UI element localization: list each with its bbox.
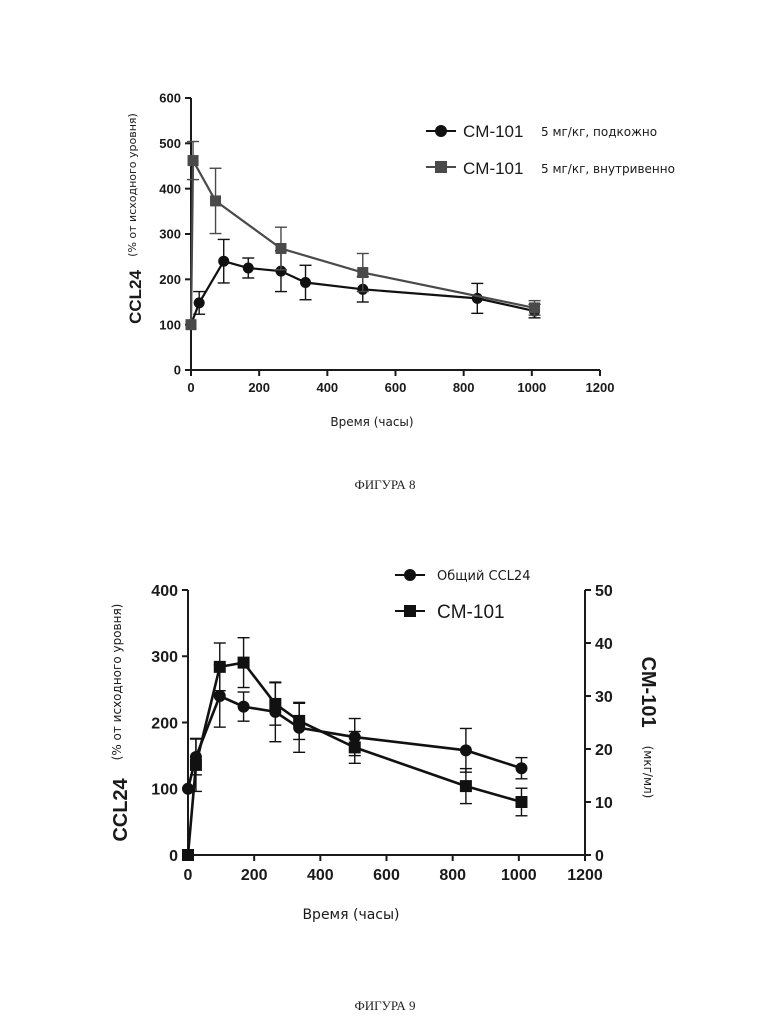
y-tick-label: 300 [159,227,181,242]
data-point-circle [238,701,250,713]
y-axis-title-main: CCL24 [126,270,145,324]
y2-axis-title-sub: (мкг/мл) [641,746,655,799]
x-tick-label: 1000 [517,380,546,395]
y2-tick-label: 10 [595,795,613,812]
y-tick-label: 500 [159,136,181,151]
y-tick-label: 600 [159,91,181,106]
legend-marker-square [404,605,416,617]
legend-sublabel-sc: 5 мг/кг, подкожно [541,125,657,139]
figure-page: 0200400600800100012000100200300400500600… [0,0,780,1031]
y-tick-label: 0 [174,363,181,378]
data-point-circle [194,297,205,308]
series-square-1 [182,638,527,861]
legend-marker-circle [435,125,447,137]
legend-marker-circle [404,569,416,581]
y-tick-label: 300 [151,649,178,666]
y2-tick-label: 20 [595,742,613,759]
x-tick-label: 0 [184,867,193,884]
legend-entry-cm101: CM-101 [395,602,505,623]
x-tick-label: 1200 [567,867,603,884]
x-tick-label: 0 [187,380,194,395]
y-tick-label: 200 [151,715,178,732]
figure-caption: ФИГУРА 8 [354,477,415,492]
y-axis-title-main: CCL24 [110,777,132,841]
data-point-circle [214,690,226,702]
legend-sublabel-iv: 5 мг/кг, внутривенно [541,162,675,176]
data-point-square [357,267,368,278]
data-point-square [460,780,472,792]
y-tick-label: 400 [151,583,178,600]
y-axis-title: CCL24 (% от исходного уровня) [126,113,145,324]
data-point-circle [243,263,254,274]
data-point-square [188,155,199,166]
figure-caption: ФИГУРА 9 [354,998,415,1013]
data-point-circle [515,762,527,774]
y-axis-title: CCL24 (% от исходного уровня) [110,604,132,842]
data-point-square [210,195,221,206]
data-point-square [269,698,281,710]
data-point-square [275,243,286,254]
x-axis-title: Время (часы) [330,415,413,429]
x-axis-title: Время (часы) [302,907,399,923]
legend-label-iv: CM-101 [463,159,523,178]
x-tick-label: 400 [316,380,338,395]
y-axis-title-sub: (% от исходного уровня) [126,113,139,257]
y-tick-label: 200 [159,272,181,287]
x-tick-label: 1000 [501,867,537,884]
data-point-circle [460,744,472,756]
data-point-square [515,796,527,808]
legend-label-cm101: CM-101 [437,602,505,623]
y-tick-label: 400 [159,181,181,196]
y-tick-label: 100 [151,782,178,799]
x-tick-label: 400 [307,867,334,884]
data-point-square [186,319,197,330]
data-point-circle [300,277,311,288]
data-point-square [190,759,202,771]
data-point-square [293,715,305,727]
x-tick-label: 800 [453,380,475,395]
legend-entry-sc: CM-101 5 мг/кг, подкожно [426,122,657,141]
y-tick-label: 0 [169,848,178,865]
x-tick-label: 200 [248,380,270,395]
y2-tick-label: 30 [595,689,613,706]
x-tick-label: 1200 [586,380,615,395]
legend: Общий CCL24 CM-101 [395,569,530,623]
legend-entry-iv: CM-101 5 мг/кг, внутривенно [426,159,675,178]
y2-tick-label: 50 [595,583,613,600]
data-point-square [349,741,361,753]
y-tick-label: 100 [159,317,181,332]
legend-entry-total-ccl24: Общий CCL24 [395,569,530,584]
data-point-square [214,661,226,673]
y2-axis-title: CM-101 (мкг/мл) [637,656,659,798]
series-circle-0 [182,665,527,795]
x-tick-label: 600 [373,867,400,884]
y2-tick-label: 40 [595,636,613,653]
legend: CM-101 5 мг/кг, подкожно CM-101 5 мг/кг,… [426,122,675,178]
x-tick-label: 800 [439,867,466,884]
x-tick-label: 200 [241,867,268,884]
y2-tick-label: 0 [595,848,604,865]
data-point-circle [218,256,229,267]
data-point-square [238,657,250,669]
y-axis-title-sub: (% от исходного уровня) [110,604,124,761]
figure-9-chart: 0 200 400 600 800 1000 1200 0 100 200 300 400 0 10 20 3… [110,569,659,1013]
data-point-square [529,302,540,313]
data-point-square [182,849,194,861]
legend-label-sc: CM-101 [463,122,523,141]
figure-8-chart: 0 200 400 600 800 1000 1200 0 100 200 300 400 500 600… [126,91,675,492]
legend-label-total-ccl24: Общий CCL24 [437,569,530,584]
legend-marker-square [435,161,447,173]
x-tick-label: 600 [385,380,407,395]
y2-axis-title-main: CM-101 [637,656,659,727]
